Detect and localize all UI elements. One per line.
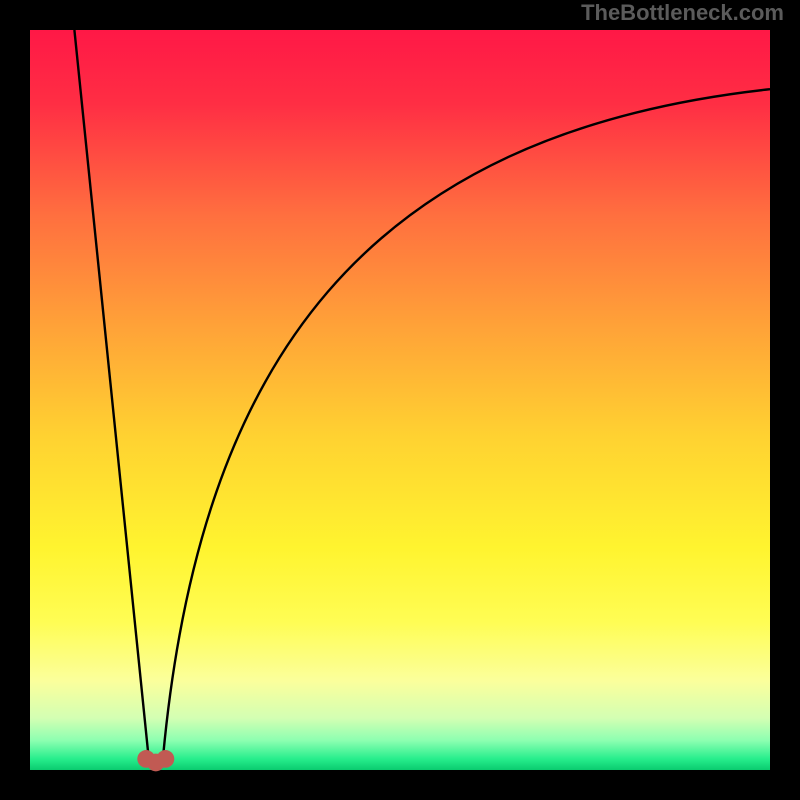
chart-container: TheBottleneck.com	[0, 0, 800, 800]
plot-background-gradient	[30, 30, 770, 770]
bottleneck-curve-chart	[0, 0, 800, 800]
watermark-text: TheBottleneck.com	[581, 0, 784, 26]
